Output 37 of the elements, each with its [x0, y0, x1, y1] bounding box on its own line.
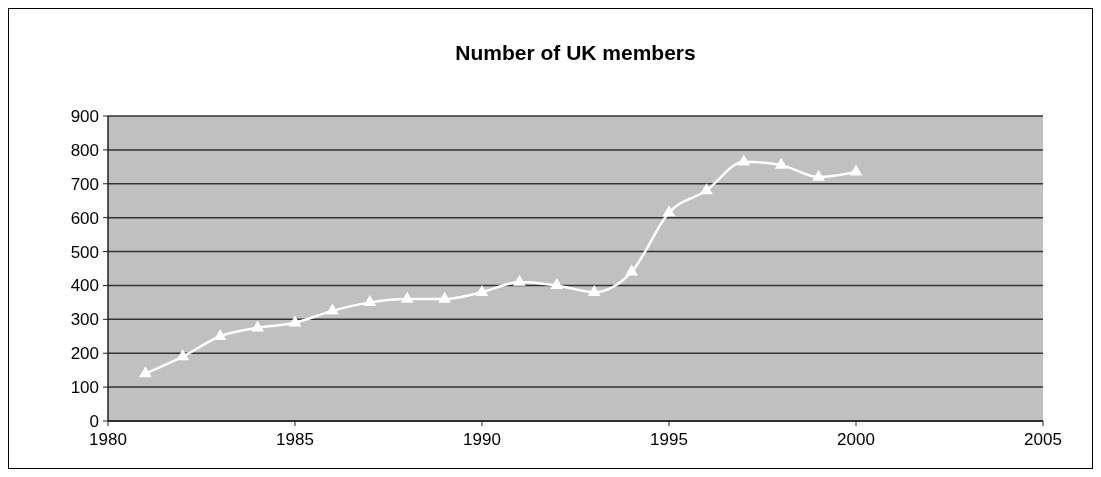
x-tick-label: 1995: [650, 430, 688, 449]
point: [288, 315, 302, 327]
point: [213, 328, 227, 340]
x-tick-label: 1980: [89, 430, 127, 449]
point: [700, 183, 713, 195]
point: [550, 278, 564, 290]
point: [139, 366, 152, 378]
x-tick-label: 1990: [463, 430, 501, 449]
y-tick-label: 400: [70, 276, 99, 296]
y-tick-label: 600: [70, 208, 99, 228]
point: [662, 205, 676, 217]
y-tick-label: 900: [70, 106, 99, 126]
point: [438, 291, 451, 303]
point: [625, 264, 638, 276]
y-tick-label: 500: [70, 242, 99, 262]
point: [251, 320, 264, 332]
point: [812, 169, 825, 181]
x-tick-label: 2000: [837, 430, 875, 449]
point: [363, 295, 377, 307]
x-tick-label: 2005: [1024, 430, 1062, 449]
point: [400, 291, 414, 303]
y-tick-label: 800: [70, 140, 99, 160]
point: [475, 284, 489, 296]
point: [774, 157, 788, 169]
point: [513, 274, 526, 286]
y-tick-label: 300: [70, 310, 99, 330]
y-tick-label: 200: [70, 344, 99, 364]
point: [587, 284, 601, 296]
point: [176, 349, 190, 361]
y-tick-label: 700: [70, 174, 99, 194]
point: [737, 154, 751, 166]
x-tick-label: 1985: [276, 430, 314, 449]
y-tick-label: 0: [89, 411, 99, 431]
y-tick-label: 100: [70, 378, 99, 398]
point: [849, 164, 863, 176]
point: [326, 303, 339, 315]
chart-title: Number of UK members: [455, 41, 696, 64]
